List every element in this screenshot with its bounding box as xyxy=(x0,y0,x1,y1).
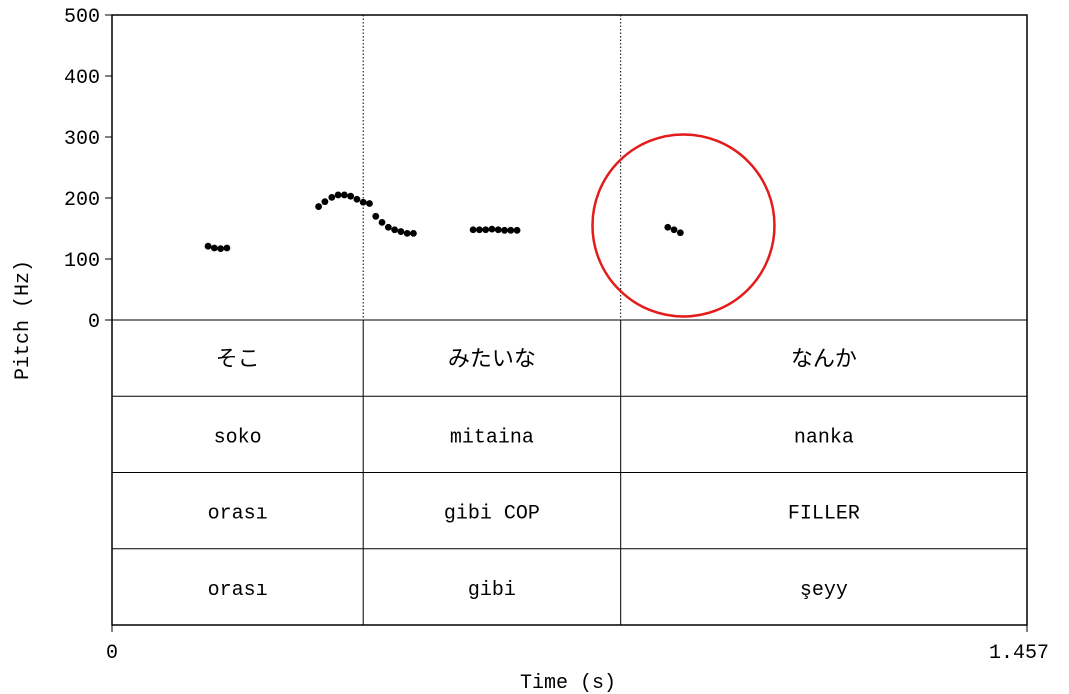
tier-3-cell: gibi COP xyxy=(444,503,540,526)
chart-frame xyxy=(111,14,1028,626)
pitch-point xyxy=(391,226,399,234)
pitch-point xyxy=(494,226,502,234)
tier-3-cell: FILLER xyxy=(788,503,860,526)
tier-4-cell: şeyy xyxy=(800,579,848,602)
tier-4-cell: orası xyxy=(208,579,268,602)
pitch-point xyxy=(384,223,392,231)
pitch-point xyxy=(334,191,342,199)
pitch-point xyxy=(475,226,483,234)
pitch-point xyxy=(488,225,496,233)
tier-1-cell: なんか xyxy=(791,347,857,372)
pitch-point xyxy=(321,198,329,206)
tier-2-cell: nanka xyxy=(794,426,854,449)
y-axis-title: Pitch (Hz) xyxy=(12,260,35,380)
pitch-point xyxy=(359,198,367,206)
pitch-point xyxy=(372,212,380,220)
pitch-point xyxy=(347,192,355,200)
pitch-point xyxy=(403,229,411,237)
pitch-point xyxy=(513,226,521,234)
tier-1-cell: そこ xyxy=(216,347,260,372)
y-tick-label: 300 xyxy=(64,128,100,151)
annotation-tiers: そこ みたいな なんか soko mitaina nanka orası gibi COP FI… xyxy=(112,320,1027,625)
y-tick-label: 500 xyxy=(64,6,100,29)
y-tick-label: 400 xyxy=(64,67,100,90)
pitch-point xyxy=(670,226,678,234)
y-tick-label: 0 xyxy=(88,311,100,334)
axes: 0 100 200 300 400 500 0 1.457 xyxy=(64,6,1049,665)
x-tick-label: 1.457 xyxy=(989,642,1049,665)
pitch-point xyxy=(378,219,386,226)
pitch-point xyxy=(223,244,231,252)
tier-2-cell: mitaina xyxy=(450,426,534,449)
pitch-point xyxy=(328,193,336,201)
pitch-point xyxy=(469,226,477,234)
pitch-point xyxy=(676,229,684,237)
highlight-annotation xyxy=(591,133,776,318)
pitch-point xyxy=(410,229,417,237)
highlight-circle xyxy=(591,133,776,318)
tier-2-cell: soko xyxy=(214,426,262,449)
pitch-point xyxy=(482,226,490,234)
tier-4-cell: gibi xyxy=(468,579,516,602)
y-tick-label: 200 xyxy=(64,189,100,212)
pitch-point xyxy=(501,226,508,234)
pitch-plot-area xyxy=(362,15,622,320)
pitch-point xyxy=(353,195,361,203)
pitch-point xyxy=(366,200,373,207)
pitch-point xyxy=(507,226,515,234)
tier-1-cell: みたいな xyxy=(448,347,536,372)
x-tick-label: 0 xyxy=(106,642,118,665)
y-tick-label: 100 xyxy=(64,250,100,273)
pitch-points xyxy=(204,191,684,253)
pitch-point xyxy=(210,244,218,252)
x-axis-title: Time (s) xyxy=(520,672,616,694)
pitch-point xyxy=(217,245,225,253)
pitch-point xyxy=(664,223,672,231)
pitch-point xyxy=(204,242,212,250)
tier-3-cell: orası xyxy=(208,503,268,526)
pitch-point xyxy=(340,191,348,199)
pitch-point xyxy=(397,228,405,235)
pitch-point xyxy=(315,203,323,210)
